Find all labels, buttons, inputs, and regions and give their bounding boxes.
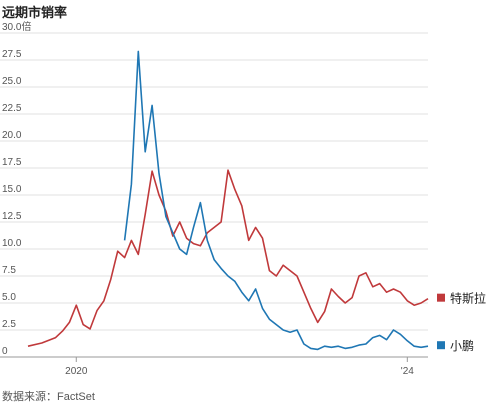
y-tick-label: 25.0 [2, 76, 22, 87]
y-tick-label: 7.5 [2, 265, 16, 276]
x-tick-label: '24 [401, 366, 414, 377]
series-line [27, 169, 429, 347]
y-tick-label: 22.5 [2, 103, 22, 114]
series-lines [27, 50, 429, 351]
y-tick-label: 5.0 [2, 292, 16, 303]
legend-swatch [437, 341, 445, 350]
grid-lines [0, 32, 428, 358]
y-tick-label: 30.0倍 [2, 20, 31, 33]
legend-label: 小鹏 [450, 339, 474, 353]
y-tick-label: 12.5 [2, 211, 22, 222]
y-tick-label: 17.5 [2, 157, 22, 168]
y-tick-label: 2.5 [2, 319, 16, 330]
x-tick-label: 2020 [65, 366, 88, 377]
y-tick-label: 0 [2, 346, 8, 357]
y-tick-label: 10.0 [2, 238, 22, 249]
y-axis-ticks: 0 2.5 5.0 7.5 10.0 12.5 15.0 17.5 20.0 22.5 25.0 27… [2, 20, 31, 357]
legend-label: 特斯拉 [450, 291, 486, 306]
y-tick-label: 15.0 [2, 184, 22, 195]
source-note: 数据来源：FactSet [2, 391, 95, 403]
series-line [123, 50, 429, 351]
y-tick-label: 27.5 [2, 49, 22, 60]
legend-swatch [437, 293, 445, 302]
x-axis-ticks: 2020 '24 [65, 357, 414, 377]
y-tick-label: 20.0 [2, 130, 22, 141]
chart-title: 远期市销率 [2, 5, 68, 20]
